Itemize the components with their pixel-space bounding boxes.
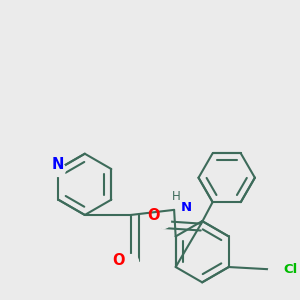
Text: O: O <box>147 208 159 223</box>
Text: N: N <box>180 201 191 214</box>
Text: O: O <box>113 254 125 268</box>
Text: N: N <box>52 157 64 172</box>
Text: Cl: Cl <box>283 263 298 276</box>
Text: H: H <box>172 190 181 202</box>
